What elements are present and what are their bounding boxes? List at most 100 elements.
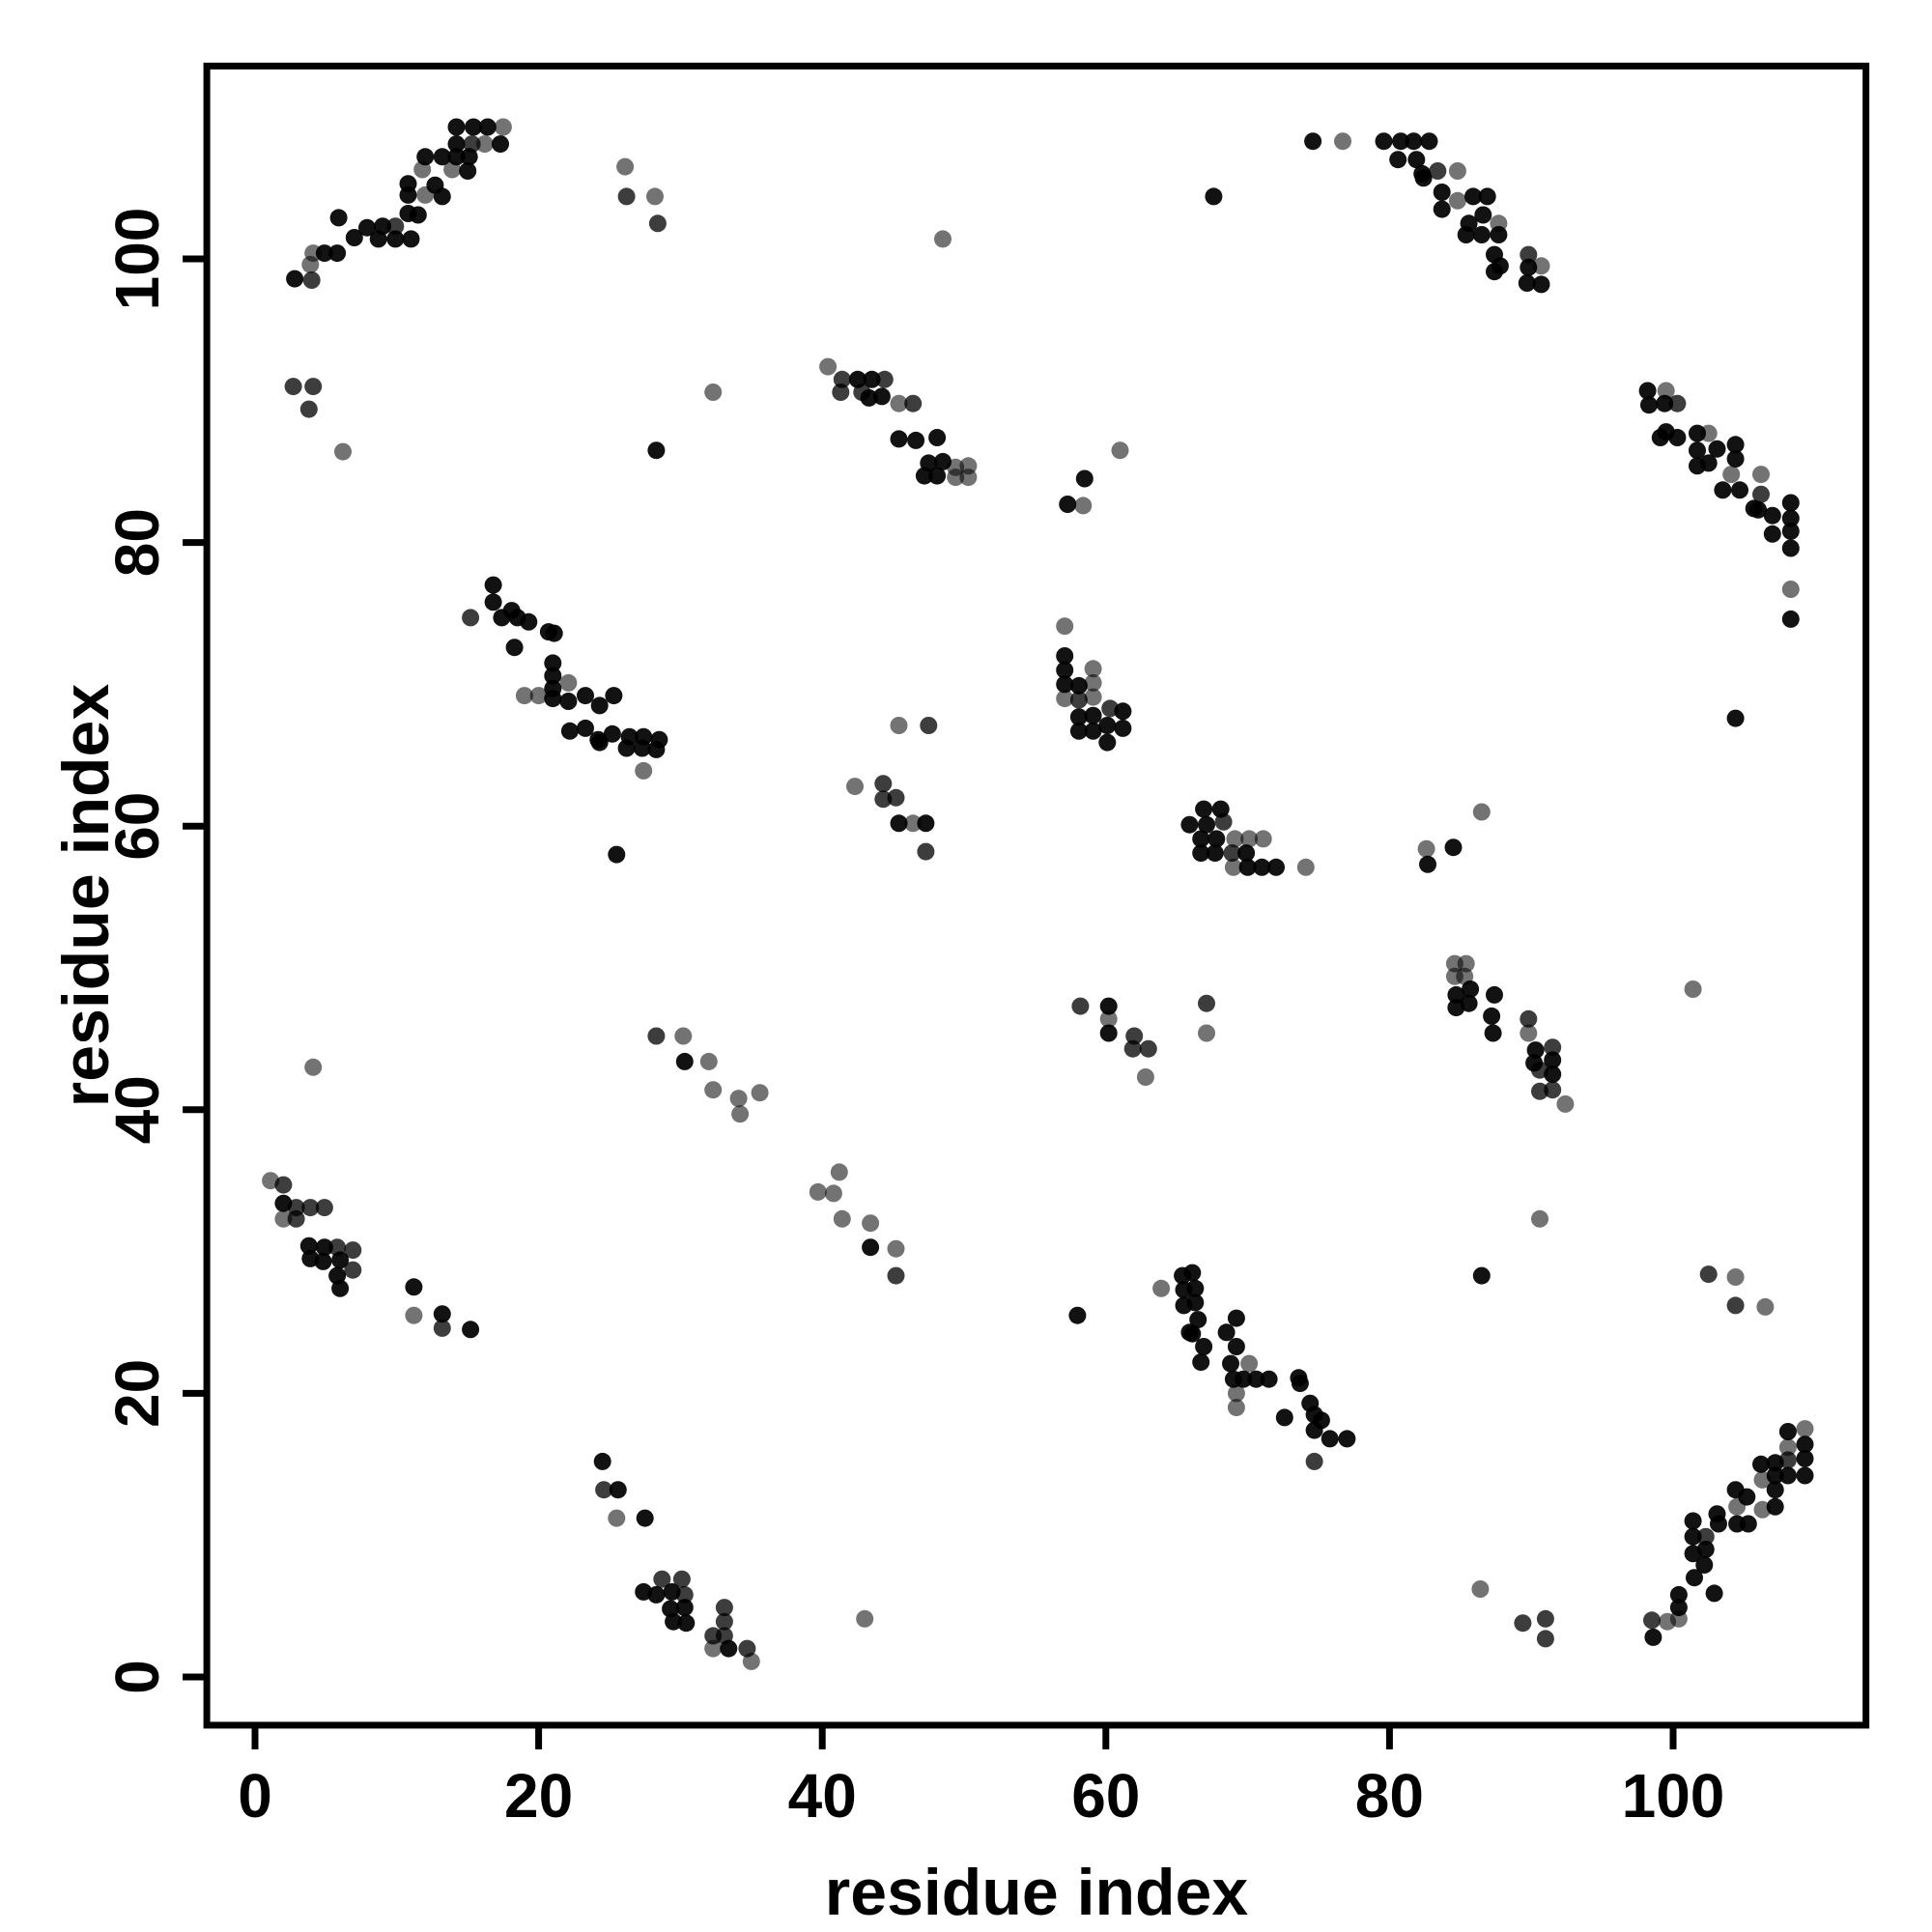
data-point	[1192, 830, 1210, 848]
data-point	[1781, 610, 1800, 628]
data-point	[1536, 1630, 1554, 1648]
data-point	[1684, 980, 1702, 998]
data-point	[663, 1582, 681, 1601]
data-point	[904, 394, 923, 412]
data-point	[1668, 394, 1687, 412]
data-point	[887, 1266, 905, 1285]
data-point	[1098, 733, 1117, 752]
data-point	[1472, 803, 1491, 821]
data-point	[1296, 858, 1315, 876]
data-point	[1796, 1435, 1814, 1454]
data-point	[1726, 436, 1745, 454]
data-point	[1198, 1024, 1215, 1042]
data-point	[1544, 1081, 1562, 1099]
data-point	[1781, 509, 1800, 527]
data-point	[1084, 706, 1102, 724]
y-tick-label: 100	[102, 208, 172, 311]
data-point	[1752, 485, 1770, 503]
x-tick-label: 100	[1622, 1761, 1725, 1831]
data-point	[1689, 441, 1706, 460]
y-tick-label: 20	[102, 1359, 172, 1428]
data-point	[1644, 1628, 1662, 1646]
data-point	[1447, 999, 1465, 1017]
data-point	[1139, 1039, 1157, 1058]
data-point	[890, 394, 908, 412]
data-point	[1483, 1007, 1501, 1025]
data-point	[1206, 844, 1224, 863]
data-point	[1389, 151, 1407, 169]
data-point	[917, 842, 935, 861]
data-point	[1447, 985, 1465, 1004]
data-point	[1192, 844, 1210, 863]
data-point	[646, 187, 664, 206]
data-point	[1478, 187, 1496, 206]
data-point	[520, 612, 538, 631]
data-point	[1544, 1038, 1562, 1057]
data-point	[447, 118, 466, 136]
data-point	[286, 270, 304, 288]
data-point	[715, 1599, 733, 1617]
data-point	[1520, 1009, 1538, 1028]
data-point	[1429, 162, 1447, 180]
data-point	[1417, 839, 1435, 858]
data-point	[399, 175, 417, 193]
data-point	[1056, 617, 1074, 636]
data-point	[1227, 1309, 1245, 1327]
data-point	[672, 1570, 691, 1588]
data-point	[1726, 450, 1745, 468]
data-point	[1766, 1497, 1784, 1516]
data-point	[1444, 838, 1463, 857]
data-point	[833, 370, 851, 388]
data-point	[1227, 1399, 1245, 1417]
data-point	[1705, 1584, 1723, 1603]
data-point	[304, 378, 323, 396]
data-point	[1152, 1279, 1171, 1297]
data-point	[328, 244, 347, 263]
data-point	[544, 690, 562, 708]
data-point	[1763, 506, 1781, 525]
data-point	[633, 739, 651, 757]
data-point	[1224, 1370, 1242, 1388]
y-tick-label: 40	[102, 1075, 172, 1144]
data-point	[374, 217, 392, 236]
data-point	[809, 1182, 827, 1201]
data-point	[1305, 1452, 1323, 1470]
data-point	[560, 722, 579, 740]
y-axis-ticks: 0 20 40 60 80 100	[102, 208, 205, 1694]
data-point	[1714, 481, 1732, 499]
data-point	[1464, 187, 1482, 206]
data-point	[1640, 396, 1658, 414]
data-point	[1781, 581, 1800, 598]
data-point	[405, 1306, 423, 1324]
data-point	[1226, 830, 1244, 848]
data-point	[1686, 1569, 1703, 1587]
data-point	[1238, 858, 1257, 876]
data-point	[1518, 274, 1536, 292]
data-point	[1731, 481, 1748, 499]
data-point	[1074, 497, 1093, 515]
data-point	[465, 118, 483, 136]
data-point	[833, 1209, 851, 1228]
plot-frame	[203, 62, 1870, 1729]
data-point	[1174, 1266, 1192, 1285]
data-point	[653, 1570, 671, 1588]
data-point	[674, 1027, 693, 1045]
data-point	[1407, 151, 1426, 169]
data-point	[832, 384, 850, 401]
data-point	[559, 693, 578, 710]
data-point	[1056, 647, 1074, 665]
data-point	[405, 1278, 423, 1296]
data-point	[1180, 815, 1199, 834]
data-point	[1392, 132, 1410, 151]
data-point	[1334, 132, 1351, 151]
data-point	[1433, 200, 1451, 218]
data-point	[1752, 1455, 1770, 1473]
data-point	[872, 387, 891, 406]
y-tick-label: 80	[102, 508, 172, 577]
data-point	[529, 687, 548, 705]
data-point	[704, 1081, 723, 1099]
data-point	[344, 1241, 362, 1260]
data-point	[1669, 1599, 1688, 1617]
data-point	[1405, 132, 1423, 151]
data-point	[1722, 466, 1741, 484]
